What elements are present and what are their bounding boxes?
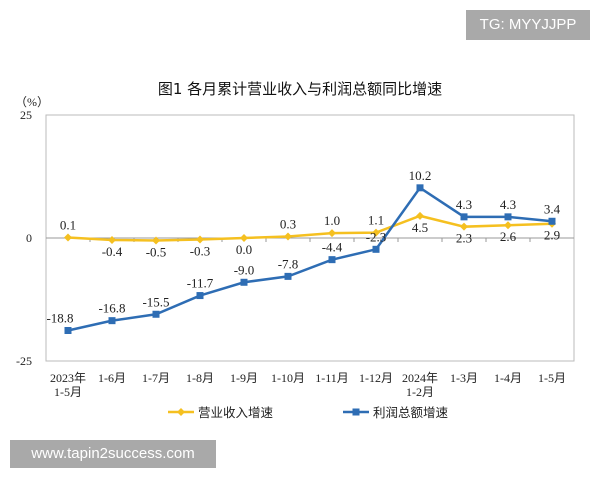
series-line-profit: [67, 186, 553, 332]
watermark-top: TG: MYYJJPP: [466, 10, 590, 40]
data-point: [504, 221, 512, 230]
data-point: [196, 292, 204, 300]
x-tick-label: 1-5月: [54, 385, 82, 399]
data-label: -0.5: [146, 244, 167, 259]
data-label: -4.4: [322, 240, 343, 255]
data-point: [504, 213, 512, 221]
data-label: 0.1: [60, 218, 76, 233]
data-label: 2.9: [544, 228, 560, 243]
legend-marker: [177, 408, 185, 416]
data-point: [416, 211, 424, 220]
data-label: -0.4: [102, 244, 123, 259]
x-tick-label: 1-12月: [359, 371, 393, 385]
watermark-bottom: www.tapin2success.com: [10, 440, 216, 468]
data-point: [460, 222, 468, 231]
data-label: 10.2: [409, 168, 432, 183]
data-point: [548, 217, 556, 225]
data-point: [416, 184, 424, 192]
data-point: [328, 229, 336, 238]
data-label: 4.3: [500, 197, 516, 212]
data-label: -15.5: [142, 294, 169, 309]
data-label: -0.3: [190, 243, 211, 258]
data-point: [372, 228, 380, 237]
data-label: 4.5: [412, 220, 428, 235]
data-point: [108, 317, 116, 325]
y-tick-label: 25: [20, 108, 32, 122]
x-tick-label: 1-7月: [142, 371, 170, 385]
data-label: -7.8: [278, 256, 299, 271]
data-point: [152, 310, 160, 318]
x-tick-label: 2024年: [402, 371, 438, 385]
data-point: [108, 235, 116, 244]
data-label: 1.1: [368, 213, 384, 228]
data-point: [152, 236, 160, 245]
data-label: 2.6: [500, 229, 517, 244]
data-label: 0.0: [236, 242, 252, 257]
x-tick-label: 1-8月: [186, 371, 214, 385]
data-point: [240, 234, 248, 242]
x-tick-label: 1-11月: [315, 371, 349, 385]
x-tick-label: 1-10月: [271, 371, 305, 385]
legend-marker: [352, 408, 360, 416]
data-label: 4.3: [456, 197, 472, 212]
x-tick-label: 2023年: [50, 371, 86, 385]
legend-label: 营业收入增速: [198, 405, 274, 420]
data-point: [64, 326, 72, 334]
x-tick-label: 1-3月: [450, 371, 478, 385]
chart-title: 图1 各月累计营业收入与利润总额同比增速: [157, 80, 443, 98]
x-tick-label: 1-4月: [494, 371, 522, 385]
data-point: [372, 245, 380, 253]
y-tick-label: -25: [16, 354, 32, 368]
legend-label: 利润总额增速: [373, 405, 449, 420]
data-label: 3.4: [544, 201, 561, 216]
data-point: [240, 278, 248, 286]
x-tick-label: 1-6月: [98, 371, 126, 385]
x-tick-label: 1-5月: [538, 371, 566, 385]
data-label: -16.8: [98, 301, 125, 316]
data-point: [328, 256, 336, 264]
data-point: [196, 235, 204, 244]
data-point: [284, 232, 292, 241]
y-axis-label: （%）: [15, 95, 49, 109]
data-point: [460, 213, 468, 221]
data-label: -11.7: [187, 276, 214, 291]
series-line-revenue: [67, 214, 553, 242]
data-label: -2.3: [366, 229, 387, 244]
data-label: 1.0: [324, 213, 340, 228]
data-point: [64, 233, 72, 242]
data-label: -18.8: [46, 310, 73, 325]
data-label: 2.3: [456, 231, 472, 246]
data-point: [284, 272, 292, 280]
data-label: 0.3: [280, 217, 296, 232]
x-tick-label: 1-2月: [406, 385, 434, 399]
x-tick-label: 1-9月: [230, 371, 258, 385]
data-label: -9.0: [234, 262, 255, 277]
y-tick-label: 0: [26, 231, 32, 245]
